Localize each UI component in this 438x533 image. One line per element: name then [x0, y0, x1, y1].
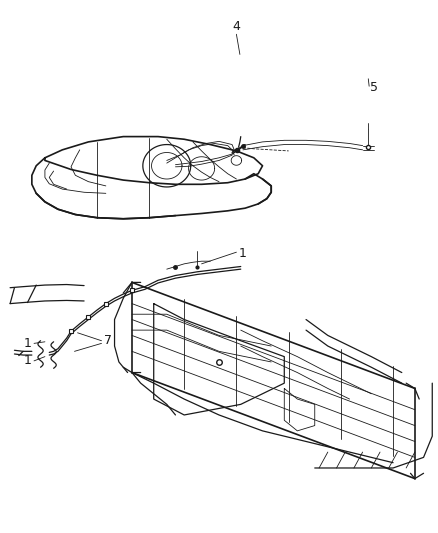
Text: 1: 1	[24, 337, 32, 350]
Text: 1: 1	[239, 247, 247, 260]
Text: 5: 5	[371, 81, 378, 94]
Text: 1: 1	[24, 354, 32, 367]
Text: 7: 7	[104, 334, 112, 347]
Text: 4: 4	[233, 20, 240, 33]
